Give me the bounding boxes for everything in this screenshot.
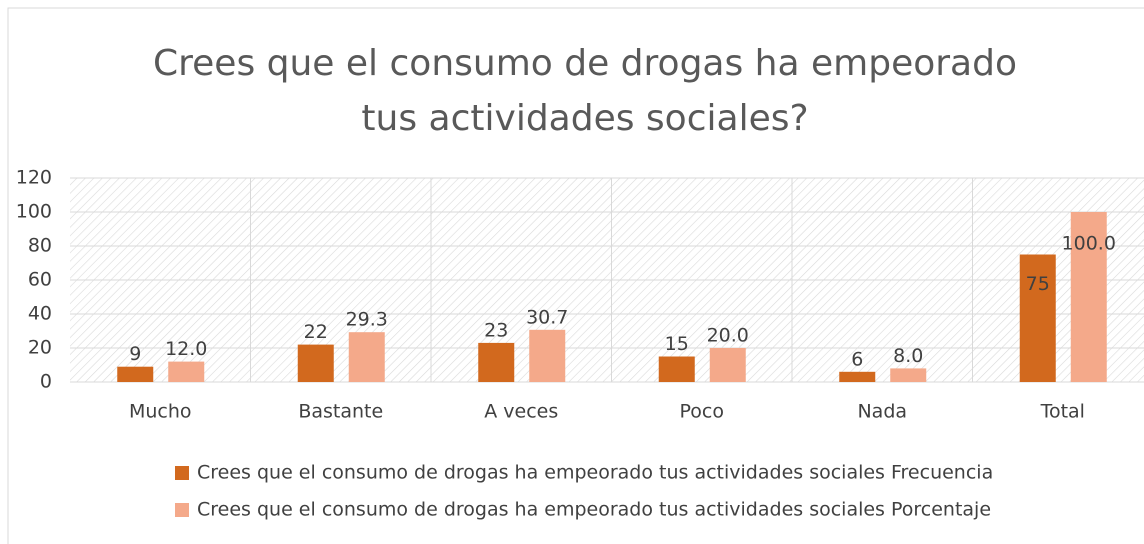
y-tick-label: 100 (16, 201, 52, 223)
x-tick-label: Nada (857, 401, 907, 423)
bar (1019, 254, 1056, 382)
x-tick-label: Total (1040, 401, 1085, 423)
data-label: 12.0 (165, 338, 207, 360)
y-tick-label: 0 (40, 371, 52, 393)
chart-title: Crees que el consumo de drogas ha empeor… (153, 43, 1017, 139)
bar (348, 332, 385, 382)
x-tick-label: Poco (680, 401, 724, 423)
bar (1070, 212, 1107, 382)
data-label: 15 (665, 333, 689, 355)
y-tick-label: 20 (28, 337, 52, 359)
data-label: 8.0 (893, 345, 923, 367)
data-label: 100.0 (1062, 233, 1116, 255)
x-tick-label: A veces (484, 401, 558, 423)
chart-border (7, 7, 1144, 544)
data-label: 75 (1026, 273, 1050, 295)
y-tick-label: 80 (28, 235, 52, 257)
data-label: 20.0 (707, 325, 749, 347)
bar (168, 361, 205, 382)
bar (709, 348, 746, 382)
data-label: 6 (851, 348, 863, 370)
legend-swatch (175, 503, 189, 517)
y-tick-label: 40 (28, 303, 52, 325)
bar (890, 368, 927, 382)
y-tick-label: 120 (16, 167, 52, 189)
bar (658, 356, 695, 382)
data-label: 23 (484, 319, 508, 341)
bar (529, 329, 566, 382)
data-label: 29.3 (346, 309, 388, 331)
data-label: 30.7 (526, 306, 568, 328)
data-label: 9 (129, 343, 141, 365)
bar (297, 344, 334, 382)
legend-label: Crees que el consumo de drogas ha empeor… (197, 462, 993, 484)
bar (117, 366, 154, 382)
bar (478, 342, 515, 382)
y-tick-label: 60 (28, 269, 52, 291)
data-label: 22 (304, 321, 328, 343)
legend-swatch (175, 466, 189, 480)
bar (839, 371, 876, 382)
x-tick-label: Bastante (298, 401, 383, 423)
legend-label: Crees que el consumo de drogas ha empeor… (197, 499, 991, 521)
x-tick-label: Mucho (129, 401, 192, 423)
